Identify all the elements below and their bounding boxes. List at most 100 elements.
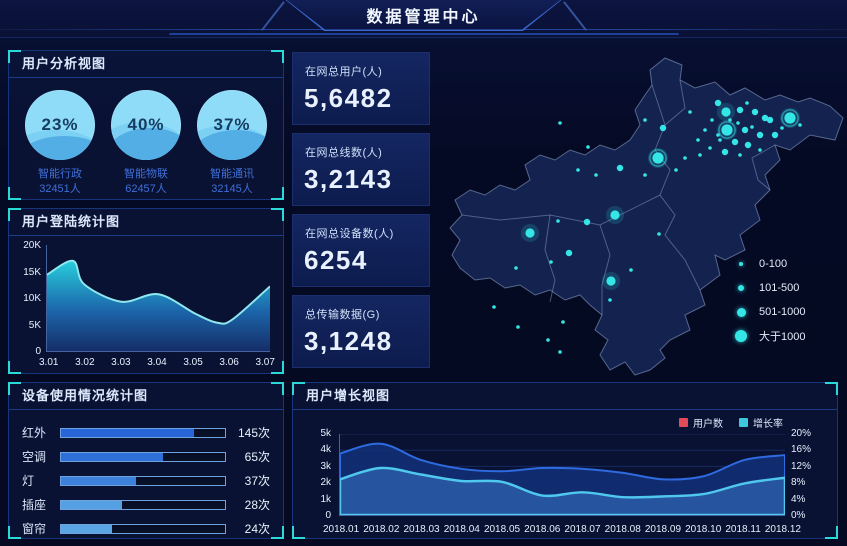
axis-tick: 0 <box>35 346 41 357</box>
gauge-circle: 40% <box>111 90 181 160</box>
liquid-gauge: 37% 智能通讯 32145人 <box>192 90 272 197</box>
gauge-wave <box>25 136 95 160</box>
stat-label: 总传输数据(G) <box>305 309 380 321</box>
bar-fill <box>61 428 194 437</box>
bar-fill <box>61 524 112 533</box>
map-legend-dot-wrap <box>733 307 749 317</box>
axis-tick: 15K <box>23 266 41 278</box>
axis-tick: 2018.05 <box>483 524 521 535</box>
panel-title-login-stats: 用户登陆统计图 <box>9 209 283 236</box>
map-inner-borders <box>461 79 776 315</box>
gauge-percent-value: 23% <box>41 115 79 134</box>
gauge-percent-value: 37% <box>213 115 251 134</box>
legend-item[interactable]: 用户数 <box>679 415 723 430</box>
stat-value: 3,1248 <box>304 326 393 356</box>
map-legend: 0-100 101-500 501-1000 大于1000 <box>733 252 806 348</box>
map-data-point <box>629 268 633 272</box>
map-data-point <box>721 124 733 136</box>
gauge-wave <box>111 127 181 160</box>
map-data-point <box>744 141 752 149</box>
bar-category-label: 红外 <box>22 426 47 440</box>
map-data-point <box>756 131 764 139</box>
stat-card: 在网总线数(人) 3,2143 <box>292 133 430 206</box>
map-data-point <box>721 148 729 156</box>
bar-row: 空调 65次 <box>22 447 270 466</box>
panel-title-user-analysis: 用户分析视图 <box>9 51 283 78</box>
legend-label: 用户数 <box>693 419 723 430</box>
gauge-percent-value: 40% <box>127 115 165 134</box>
stat-value: 6254 <box>304 245 368 275</box>
map-legend-dot <box>739 262 743 266</box>
map-data-point <box>710 118 714 122</box>
header-diagonal-right <box>562 1 587 31</box>
stat-label: 在网总线数(人) <box>305 147 383 159</box>
bar-fill <box>61 476 137 485</box>
bar-track <box>60 499 226 510</box>
login-chart-y-axis: 20K 15K 10K 5K 0 <box>15 240 41 357</box>
map-data-point <box>492 305 496 309</box>
stats-column: 在网总用户(人) 5,6482 在网总线数(人) 3,2143 在网总设备数(人) 625… <box>292 52 430 368</box>
axis-tick: 20% <box>791 428 812 439</box>
map-data-point <box>780 126 784 130</box>
header-diagonal-left <box>260 1 285 31</box>
axis-tick: 12% <box>791 460 812 472</box>
legend-swatch <box>679 418 688 427</box>
axis-tick: 3k <box>320 460 331 472</box>
map-data-point <box>558 350 562 354</box>
legend-item[interactable]: 增长率 <box>739 415 783 430</box>
legend-label: 增长率 <box>753 419 783 430</box>
map-data-point <box>758 148 762 152</box>
map-data-point <box>688 110 692 114</box>
bar-row: 插座 28次 <box>22 495 270 514</box>
axis-tick: 2018.11 <box>725 524 761 535</box>
map-legend-dot-wrap <box>733 262 749 266</box>
gauge-circle: 23% <box>25 90 95 160</box>
map-data-point <box>583 218 591 226</box>
region-map: 0-100 101-500 501-1000 大于1000 <box>430 40 847 380</box>
axis-tick: 2018.04 <box>443 524 480 535</box>
map-data-point <box>716 133 720 137</box>
map-data-point <box>643 118 647 122</box>
map-data-point <box>561 320 565 324</box>
axis-tick: 2018.01 <box>323 524 360 535</box>
gauge-label: 智能通讯 32145人 <box>210 168 254 195</box>
panel-title-user-growth: 用户增长视图 <box>293 383 837 410</box>
axis-tick: 3.01 <box>39 357 59 368</box>
growth-chart-plot <box>339 434 785 516</box>
axis-tick: 20K <box>23 240 41 251</box>
axis-tick: 3.07 <box>255 357 275 368</box>
gauge-label: 智能物联 62457人 <box>124 168 168 195</box>
stat-label: 在网总用户(人) <box>305 66 383 78</box>
axis-tick: 2018.08 <box>604 524 641 535</box>
stat-value: 5,6482 <box>304 83 393 113</box>
header-title-frame: 数据管理中心 <box>285 0 562 31</box>
map-legend-item: 大于1000 <box>733 324 806 348</box>
bar-track <box>60 427 226 438</box>
map-data-point <box>766 116 774 124</box>
axis-tick: 2018.07 <box>564 524 601 535</box>
map-data-point <box>610 210 620 220</box>
growth-chart-left-axis: 5k 4k 3k 2k 1k 0 <box>299 428 331 521</box>
axis-tick: 8% <box>791 477 806 489</box>
map-data-point <box>798 123 802 127</box>
legend-swatch <box>739 418 748 427</box>
panel-title-device-usage: 设备使用情况统计图 <box>9 383 283 410</box>
map-legend-dot <box>735 330 747 342</box>
login-area-chart: 20K 15K 10K 5K 0 3.01 3.02 3.03 3.04 3.05 3.06 3.0… <box>15 240 275 370</box>
login-chart-plot <box>46 245 270 352</box>
axis-tick: 5K <box>28 319 41 331</box>
bar-row: 红外 145次 <box>22 423 270 442</box>
map-data-point <box>652 152 664 164</box>
stat-card: 总传输数据(G) 3,1248 <box>292 295 430 368</box>
map-data-point <box>608 298 612 302</box>
bar-row: 灯 37次 <box>22 471 270 490</box>
bar-value: 24次 <box>244 522 270 536</box>
map-legend-dot-wrap <box>733 330 749 342</box>
gauge-label: 智能行政 32451人 <box>38 168 82 195</box>
map-data-point <box>718 138 722 142</box>
map-data-point <box>516 325 520 329</box>
map-data-point <box>761 114 769 122</box>
map-data-point <box>708 146 712 150</box>
map-data-point <box>606 276 616 286</box>
map-data-point <box>696 138 700 142</box>
